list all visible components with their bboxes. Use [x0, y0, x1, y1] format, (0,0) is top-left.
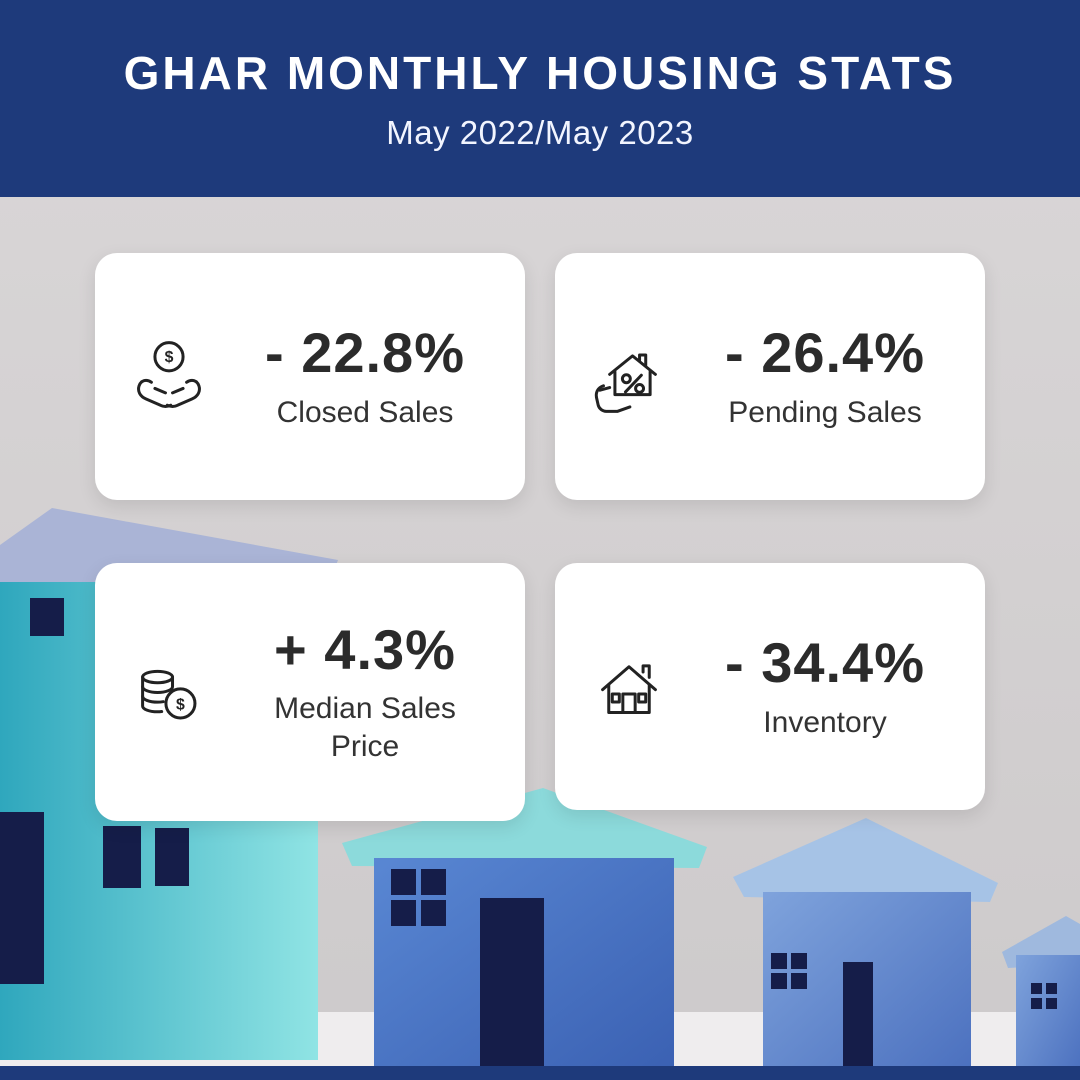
house-icon [585, 643, 673, 731]
stat-value-median-sales-price: + 4.3% [274, 617, 456, 681]
stat-card-median-sales-price: $ + 4.3% Median Sales Price [95, 563, 525, 821]
stat-text-block: - 34.4% Inventory [691, 632, 959, 741]
stat-label-pending-sales: Pending Sales [728, 395, 922, 429]
small-house [1002, 916, 1080, 1080]
stat-text-block: - 26.4% Pending Sales [691, 322, 959, 431]
page-subtitle: May 2022/May 2023 [386, 113, 694, 151]
stat-value-inventory: - 34.4% [725, 630, 925, 694]
right-house [733, 818, 998, 1080]
stat-label-median-sales-price: Median Sales Price [274, 692, 456, 763]
stat-card-closed-sales: $ - 22.8% Closed Sales [95, 253, 525, 500]
svg-text:$: $ [176, 697, 185, 714]
stat-card-pending-sales: - 26.4% Pending Sales [555, 253, 985, 500]
page-title: GHAR MONTHLY HOUSING STATS [123, 46, 957, 99]
bottom-accent-bar [0, 1066, 1080, 1080]
stat-text-block: - 22.8% Closed Sales [231, 322, 499, 431]
stat-value-closed-sales: - 22.8% [265, 320, 465, 384]
house-percent-hand-icon [585, 333, 673, 421]
stat-text-block: + 4.3% Median Sales Price [231, 619, 499, 766]
center-house [342, 788, 707, 1080]
stat-card-inventory: - 34.4% Inventory [555, 563, 985, 810]
stat-label-inventory: Inventory [763, 705, 887, 739]
stat-label-closed-sales: Closed Sales [276, 395, 454, 429]
hands-holding-coin-icon: $ [125, 333, 213, 421]
svg-text:$: $ [165, 349, 174, 366]
stat-value-pending-sales: - 26.4% [725, 320, 925, 384]
header-banner: GHAR MONTHLY HOUSING STATS May 2022/May … [0, 0, 1080, 197]
coin-stack-icon: $ [125, 648, 213, 736]
